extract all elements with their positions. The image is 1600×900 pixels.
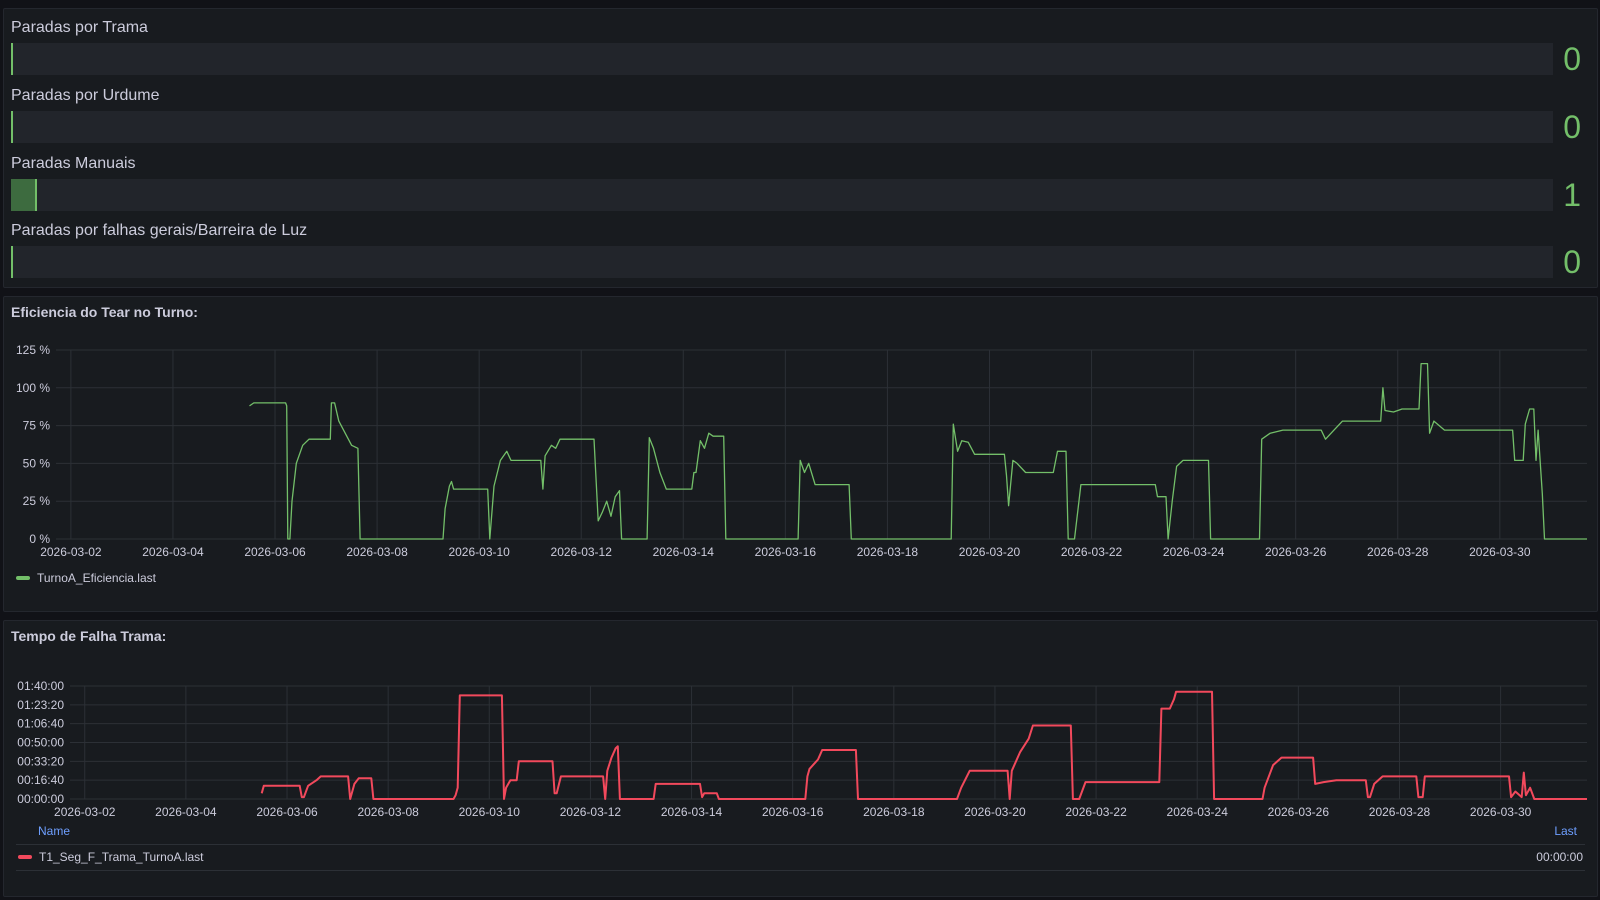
gauge-track	[11, 43, 1553, 75]
y-tick-label: 0 %	[29, 532, 50, 546]
y-tick-label: 125 %	[16, 343, 50, 357]
x-tick-label: 2026-03-04	[155, 805, 217, 819]
x-tick-label: 2026-03-30	[1469, 545, 1531, 559]
panel-title[interactable]: Eficiencia do Tear no Turno:	[11, 304, 198, 320]
legend-item[interactable]: TurnoA_Eficiencia.last	[16, 571, 156, 585]
legend-label: T1_Seg_F_Trama_TurnoA.last	[39, 850, 204, 864]
x-tick-label: 2026-03-22	[1061, 545, 1123, 559]
x-tick-label: 2026-03-28	[1367, 545, 1429, 559]
x-tick-label: 2026-03-18	[863, 805, 925, 819]
gauge-value: 0	[1563, 244, 1581, 280]
x-tick-label: 2026-03-24	[1167, 805, 1229, 819]
x-tick-label: 2026-03-12	[560, 805, 622, 819]
x-tick-label: 2026-03-26	[1265, 545, 1327, 559]
last-value: 00:00:00	[1536, 850, 1583, 864]
x-tick-label: 2026-03-04	[142, 545, 204, 559]
bar-gauge-panel: Paradas por Trama 0 Paradas por Urdume 0…	[3, 8, 1598, 288]
y-tick-label: 01:06:40	[17, 717, 64, 731]
legend-swatch-green	[16, 576, 30, 580]
efficiency-panel: Eficiencia do Tear no Turno: 0 % 25 % 50 %…	[3, 296, 1598, 612]
table-divider	[16, 844, 1585, 845]
x-tick-label: 2026-03-24	[1163, 545, 1225, 559]
x-tick-label: 2026-03-08	[346, 545, 408, 559]
gauge-fill	[11, 43, 13, 75]
gauge-value: 1	[1563, 177, 1581, 213]
table-divider	[16, 870, 1585, 871]
legend-label: TurnoA_Eficiencia.last	[37, 571, 156, 585]
gauge-paradas-trama[interactable]: Paradas por Trama 0	[11, 11, 1597, 77]
y-tick-label: 100 %	[16, 381, 50, 395]
gauge-title: Paradas por falhas gerais/Barreira de Lu…	[11, 222, 308, 239]
gauge-track	[11, 111, 1553, 143]
y-tick-label: 00:50:00	[17, 736, 64, 750]
x-tick-label: 2026-03-06	[256, 805, 318, 819]
x-tick-label: 2026-03-22	[1065, 805, 1127, 819]
gauge-value: 0	[1563, 109, 1581, 145]
x-tick-label: 2026-03-20	[964, 805, 1026, 819]
x-tick-label: 2026-03-28	[1369, 805, 1431, 819]
y-tick-label: 25 %	[23, 494, 51, 508]
x-tick-label: 2026-03-08	[357, 805, 419, 819]
gauge-fill	[11, 179, 38, 211]
x-tick-label: 2026-03-16	[762, 805, 824, 819]
legend-swatch-red	[18, 855, 32, 859]
x-tick-label: 2026-03-18	[857, 545, 919, 559]
x-tick-label: 2026-03-06	[244, 545, 306, 559]
gauge-paradas-falhas-gerais[interactable]: Paradas por falhas gerais/Barreira de Lu…	[11, 214, 1597, 280]
gauge-paradas-manuais[interactable]: Paradas Manuais 1	[11, 147, 1597, 213]
gauge-value: 0	[1563, 41, 1581, 77]
y-tick-label: 75 %	[23, 419, 51, 433]
x-tick-label: 2026-03-02	[40, 545, 102, 559]
x-tick-label: 2026-03-10	[459, 805, 521, 819]
gauge-track	[11, 246, 1553, 278]
y-tick-label: 50 %	[23, 456, 51, 470]
x-tick-label: 2026-03-14	[653, 545, 715, 559]
y-tick-label: 01:40:00	[17, 679, 64, 693]
gauge-track	[11, 179, 1553, 211]
table-header-last[interactable]: Last	[1554, 824, 1577, 838]
x-tick-label: 2026-03-02	[54, 805, 116, 819]
gauge-fill	[11, 111, 13, 143]
trama-panel: Tempo de Falha Trama: 00:00:00 00:16:40 00…	[3, 620, 1598, 897]
x-tick-label: 2026-03-26	[1268, 805, 1330, 819]
gauge-title: Paradas por Urdume	[11, 87, 160, 104]
legend-item[interactable]: T1_Seg_F_Trama_TurnoA.last	[18, 850, 204, 864]
gauge-paradas-urdume[interactable]: Paradas por Urdume 0	[11, 79, 1597, 145]
trama-chart[interactable]: 00:00:00 00:16:40 00:33:20 00:50:00 01:06:40…	[4, 651, 1597, 841]
gauge-title: Paradas Manuais	[11, 155, 136, 172]
y-tick-label: 00:33:20	[17, 754, 64, 768]
y-tick-label: 00:00:00	[17, 792, 64, 806]
panel-title[interactable]: Tempo de Falha Trama:	[11, 628, 167, 644]
y-tick-label: 01:23:20	[17, 698, 64, 712]
x-tick-label: 2026-03-12	[551, 545, 613, 559]
efficiency-chart[interactable]: 0 % 25 % 50 % 75 % 100 % 125 % 2026-03-02 2026-…	[4, 327, 1597, 597]
x-tick-label: 2026-03-14	[661, 805, 723, 819]
table-header-name[interactable]: Name	[38, 824, 71, 838]
x-tick-label: 2026-03-30	[1470, 805, 1532, 819]
series-line	[249, 362, 1587, 540]
y-tick-label: 00:16:40	[17, 773, 64, 787]
x-tick-label: 2026-03-16	[755, 545, 817, 559]
x-tick-label: 2026-03-20	[959, 545, 1021, 559]
series-line	[260, 690, 1587, 800]
x-tick-label: 2026-03-10	[448, 545, 510, 559]
gauge-fill	[11, 246, 13, 278]
gauge-title: Paradas por Trama	[11, 19, 148, 36]
